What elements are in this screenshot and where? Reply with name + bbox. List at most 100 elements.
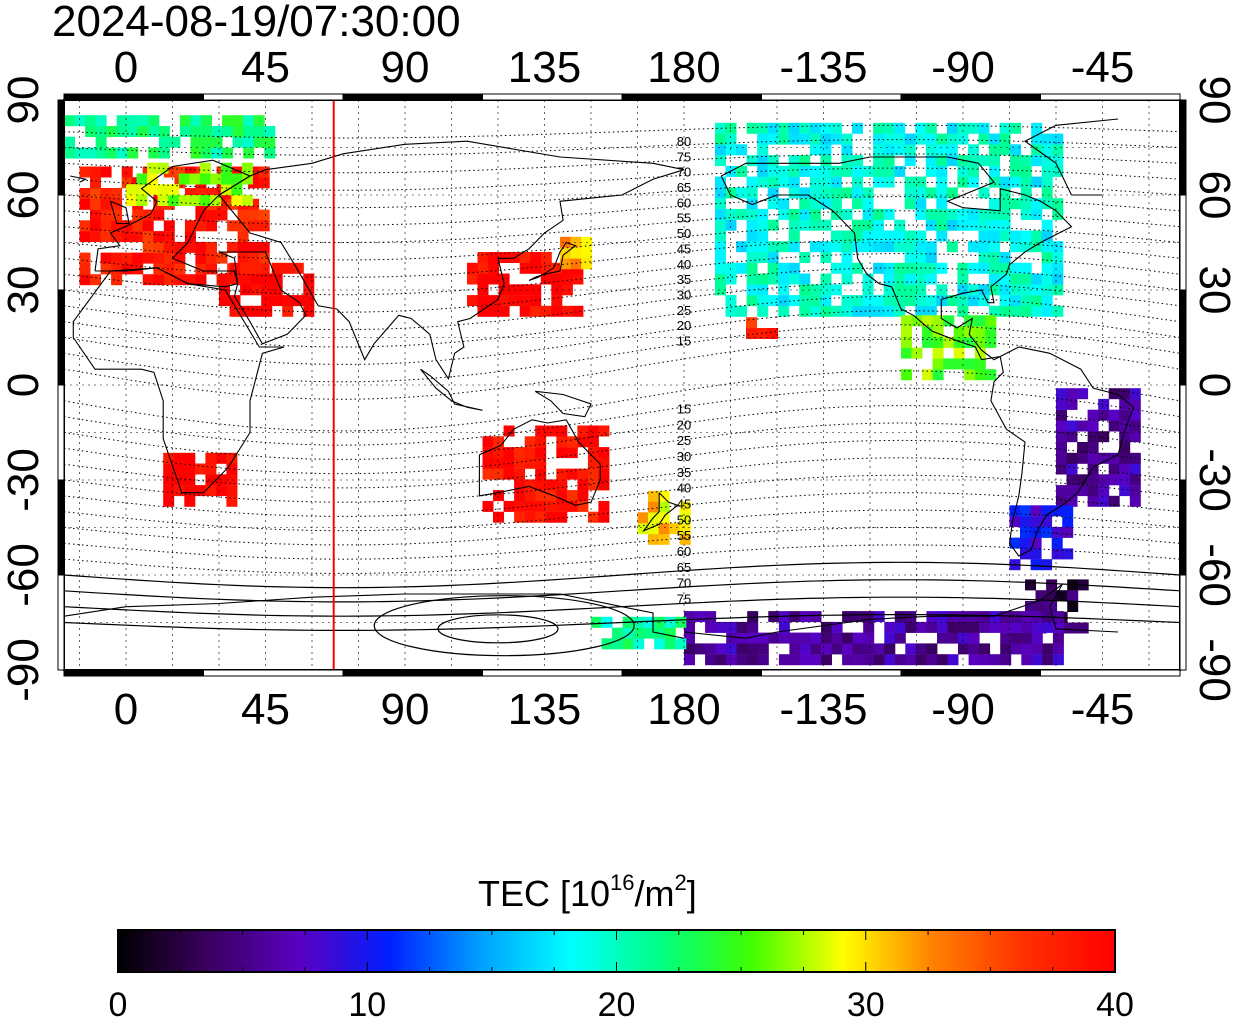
tec-cell (757, 165, 769, 177)
tec-cell (957, 133, 969, 145)
tec-cell (1056, 463, 1067, 475)
contour-line (64, 474, 1180, 517)
colorbar-title-sup1: 16 (610, 870, 634, 895)
tec-cell (736, 643, 748, 655)
tec-cell (788, 230, 800, 242)
tec-cell (915, 295, 927, 307)
tec-cell (1031, 273, 1043, 285)
tick-label: 0 (0, 373, 48, 397)
tick-label: 0 (114, 43, 138, 92)
tick-label: 135 (508, 685, 581, 734)
tec-cell (821, 632, 832, 644)
tec-cell (90, 274, 101, 286)
tec-cell (261, 273, 273, 285)
tec-cell (1119, 398, 1131, 410)
tec-cell (873, 654, 885, 666)
tec-cell (231, 184, 243, 196)
tec-cell (799, 643, 811, 655)
tec-cell (968, 654, 980, 666)
tick-label: 60 (677, 544, 691, 559)
tec-cell (725, 133, 737, 145)
tec-cell (715, 208, 726, 220)
tec-cell (915, 654, 927, 666)
tec-cell (958, 632, 969, 644)
tec-cell (894, 621, 906, 633)
tick-label: -90 (931, 43, 995, 92)
tec-cell (778, 295, 790, 307)
tec-cell (535, 468, 547, 480)
tec-cell (957, 219, 969, 231)
tec-cell (100, 198, 112, 210)
tick-label: -30 (1190, 448, 1235, 512)
tec-cell (132, 231, 144, 243)
tec-cell (163, 274, 175, 286)
tec-cell (211, 126, 223, 137)
tec-cell (90, 220, 101, 232)
tec-cell (493, 447, 504, 459)
tec-cell (535, 447, 547, 459)
tec-cell (1051, 505, 1063, 517)
tec-cell (830, 176, 842, 188)
tec-cell (1066, 452, 1078, 464)
tec-cell (799, 187, 811, 199)
tec-cell (684, 621, 695, 633)
tec-cell (757, 643, 769, 655)
tec-cell (1062, 516, 1074, 528)
tec-cell (503, 468, 515, 480)
tec-cell (894, 295, 906, 307)
tec-cell (915, 621, 927, 633)
tec-cell (736, 305, 748, 317)
tick-label: 75 (677, 149, 691, 164)
tec-cell (648, 501, 659, 513)
tec-cell (873, 643, 885, 655)
tec-cell (1041, 284, 1053, 296)
tec-cell (767, 176, 779, 188)
contour-line (64, 124, 1180, 139)
tec-cell (862, 187, 874, 199)
tec-cell (1119, 452, 1131, 464)
axis-bar (203, 669, 344, 677)
tec-cell (999, 187, 1011, 199)
tec-cell (757, 654, 769, 666)
tec-cell (488, 252, 500, 263)
tec-cell (514, 490, 526, 502)
tec-cell (999, 262, 1011, 274)
tec-cell (163, 474, 175, 486)
tec-cell (121, 231, 133, 243)
tec-cell (841, 273, 853, 285)
tick-label: 70 (677, 576, 691, 591)
tec-cell (705, 611, 717, 623)
tec-cell (561, 273, 573, 285)
tec-cell (830, 241, 842, 253)
tec-cell (841, 187, 853, 199)
tick-label: 0 (1190, 373, 1235, 397)
tec-cell (551, 273, 563, 285)
tec-cell (514, 468, 526, 480)
tec-cell (820, 155, 832, 167)
tec-cell (163, 263, 175, 275)
tec-cell (873, 611, 885, 623)
tec-cell (1020, 262, 1032, 274)
tec-cell (570, 258, 582, 270)
tick-label: 30 (847, 986, 885, 1021)
tec-cell (799, 295, 811, 307)
tec-cell (577, 436, 589, 448)
tec-cell (883, 208, 895, 220)
tec-cell (989, 262, 1000, 274)
tec-cell (258, 209, 270, 221)
tec-cell (271, 273, 283, 285)
tec-cell (1087, 485, 1099, 497)
tec-cell (514, 479, 526, 491)
tec-cell (1021, 654, 1033, 666)
tec-cell (953, 347, 965, 359)
tec-cell (1098, 398, 1110, 410)
tec-cell (1031, 176, 1043, 188)
colorbar-title-prefix: TEC [10 (478, 873, 610, 914)
tec-cell (873, 155, 885, 167)
tec-cell (545, 500, 557, 512)
tec-cell (258, 241, 270, 253)
tec-cell (757, 241, 769, 253)
tec-cell (248, 209, 260, 221)
tec-cell (862, 305, 874, 317)
